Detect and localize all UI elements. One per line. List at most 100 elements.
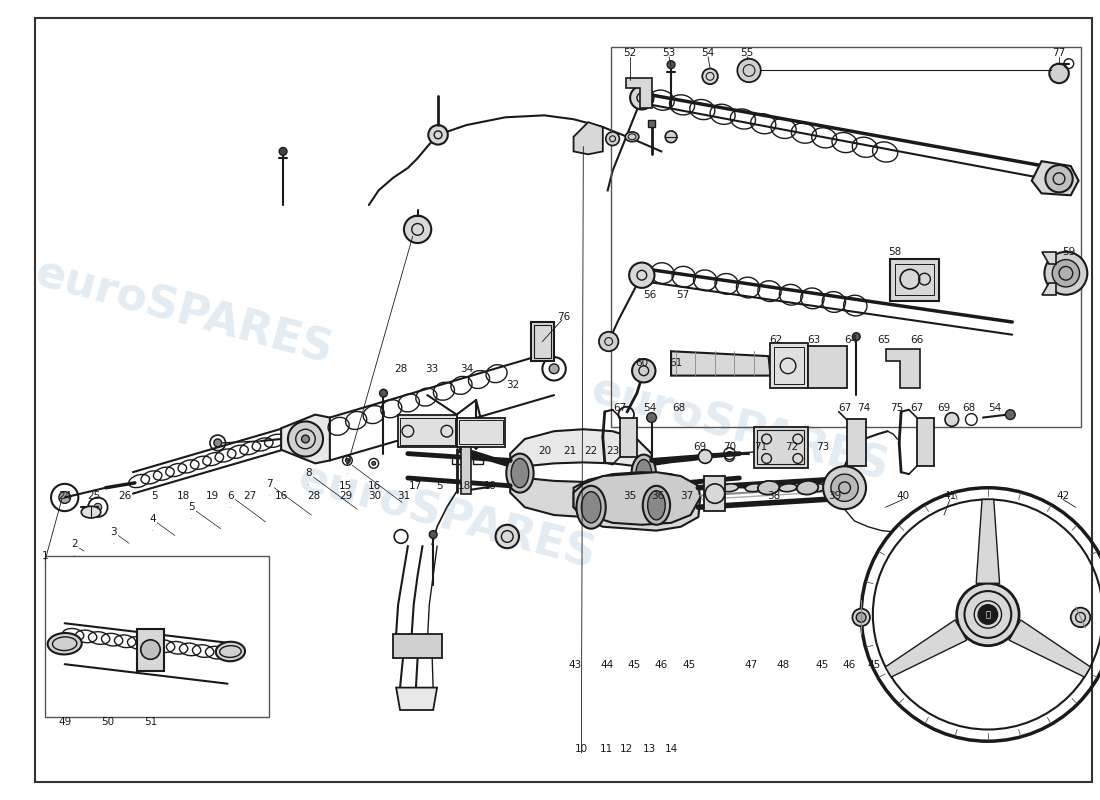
Polygon shape [886, 620, 967, 677]
Bar [45, 556, 270, 717]
Text: 45: 45 [815, 660, 828, 670]
Circle shape [549, 364, 559, 374]
Polygon shape [573, 122, 603, 154]
Text: 53: 53 [662, 48, 675, 58]
Text: 64: 64 [844, 334, 857, 345]
Ellipse shape [648, 490, 666, 520]
Polygon shape [530, 322, 554, 361]
Text: 77: 77 [1053, 48, 1066, 58]
Ellipse shape [852, 609, 870, 626]
Text: 69: 69 [937, 402, 950, 413]
Text: 50: 50 [101, 717, 114, 726]
Circle shape [647, 413, 657, 422]
Text: 34: 34 [460, 364, 473, 374]
Text: 5: 5 [188, 502, 195, 512]
Text: 6: 6 [227, 490, 233, 501]
Circle shape [1049, 64, 1069, 83]
Text: 51: 51 [144, 717, 157, 726]
Text: 56: 56 [644, 290, 657, 300]
Text: 24: 24 [58, 490, 72, 501]
Ellipse shape [81, 506, 101, 518]
Polygon shape [671, 351, 770, 376]
Text: 9: 9 [344, 457, 351, 466]
Ellipse shape [720, 484, 738, 492]
Polygon shape [393, 634, 442, 658]
Polygon shape [573, 472, 701, 530]
Text: 49: 49 [58, 717, 72, 726]
Circle shape [379, 390, 387, 397]
Text: 44: 44 [601, 660, 614, 670]
Text: 68: 68 [672, 402, 685, 413]
Text: 66: 66 [910, 334, 923, 345]
Circle shape [301, 435, 309, 443]
Text: 54: 54 [702, 48, 715, 58]
Text: 27: 27 [243, 490, 256, 501]
Text: 16: 16 [368, 481, 382, 490]
Polygon shape [573, 472, 701, 525]
Circle shape [288, 422, 323, 457]
Text: 46: 46 [843, 660, 856, 670]
Ellipse shape [625, 132, 639, 142]
Ellipse shape [856, 613, 866, 622]
Text: 13: 13 [644, 744, 657, 754]
Bar [610, 47, 1080, 427]
Text: 54: 54 [988, 402, 1001, 413]
Circle shape [496, 525, 519, 548]
Text: 17: 17 [409, 481, 422, 490]
Text: 38: 38 [767, 490, 780, 501]
Text: 🐂: 🐂 [986, 610, 990, 619]
Text: 65: 65 [877, 334, 890, 345]
Ellipse shape [576, 486, 606, 529]
Circle shape [428, 125, 448, 145]
Text: euroSPARES: euroSPARES [294, 457, 601, 578]
Text: 36: 36 [651, 490, 664, 501]
Ellipse shape [642, 486, 670, 525]
Circle shape [429, 530, 437, 538]
Polygon shape [890, 258, 939, 301]
Text: 28: 28 [395, 364, 408, 374]
Text: 23: 23 [606, 446, 619, 456]
Polygon shape [847, 419, 866, 466]
Bar [473, 457, 483, 464]
Text: 42: 42 [1056, 490, 1069, 501]
Polygon shape [282, 414, 330, 463]
Circle shape [737, 58, 761, 82]
Ellipse shape [779, 484, 796, 492]
Circle shape [852, 333, 860, 341]
Text: 29: 29 [339, 490, 352, 501]
Text: 59: 59 [1063, 247, 1076, 257]
Text: 57: 57 [676, 290, 690, 300]
Text: 26: 26 [119, 490, 132, 501]
Text: 5: 5 [436, 481, 442, 490]
Circle shape [345, 458, 350, 462]
Text: 25: 25 [87, 490, 100, 501]
Text: 45: 45 [867, 660, 880, 670]
Polygon shape [916, 418, 934, 466]
Bar [757, 430, 804, 464]
Ellipse shape [796, 481, 818, 494]
Text: 75: 75 [891, 402, 904, 413]
Polygon shape [1042, 252, 1056, 263]
Text: 28: 28 [308, 490, 321, 501]
Bar [774, 347, 804, 385]
Polygon shape [807, 346, 847, 388]
Circle shape [1053, 260, 1079, 287]
Text: 30: 30 [368, 490, 382, 501]
Polygon shape [648, 120, 656, 127]
Circle shape [141, 640, 161, 659]
Text: 45: 45 [627, 660, 640, 670]
Polygon shape [976, 499, 1000, 583]
Circle shape [632, 359, 656, 382]
Polygon shape [510, 473, 651, 517]
Text: euroSPARES: euroSPARES [585, 369, 893, 490]
Circle shape [58, 492, 70, 503]
Text: 18: 18 [458, 481, 471, 490]
Ellipse shape [636, 459, 651, 486]
Text: 61: 61 [669, 358, 683, 368]
Text: 43: 43 [569, 660, 582, 670]
Ellipse shape [512, 458, 529, 488]
Ellipse shape [47, 633, 81, 654]
Polygon shape [510, 430, 651, 473]
Text: 1: 1 [42, 551, 48, 561]
Polygon shape [770, 343, 807, 388]
